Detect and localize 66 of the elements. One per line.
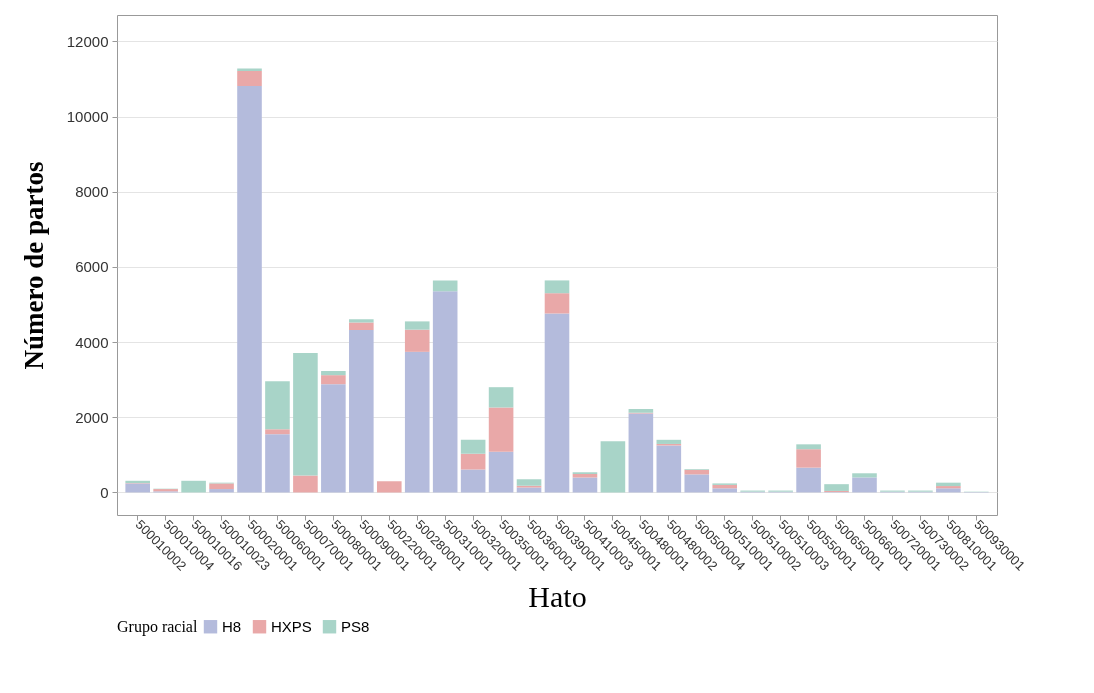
bar	[796, 449, 821, 468]
y-tick-label: 6000	[75, 258, 109, 276]
bar	[712, 484, 738, 489]
y-tick-label: 10000	[66, 108, 109, 125]
bar	[936, 486, 961, 489]
bar	[628, 413, 654, 493]
bar	[349, 319, 374, 323]
legend-title: Grupo racial	[117, 618, 198, 636]
bar	[432, 291, 458, 493]
bar	[936, 482, 961, 487]
bar	[712, 488, 738, 493]
bar	[209, 483, 234, 490]
y-tick-label: 0	[100, 483, 109, 501]
bar	[460, 453, 486, 470]
legend-label: HXPS	[271, 617, 312, 635]
y-tick-label: 4000	[75, 333, 109, 351]
bar	[125, 483, 150, 493]
bar	[544, 293, 570, 314]
y-tick-label: 2000	[75, 408, 109, 426]
x-axis-title: Hato	[528, 580, 587, 614]
bar	[404, 321, 430, 330]
bar	[572, 477, 598, 493]
bar	[684, 474, 710, 493]
bar	[237, 86, 262, 493]
legend-label: PS8	[341, 617, 370, 635]
bar	[488, 407, 514, 452]
bar	[321, 371, 346, 376]
bar	[656, 439, 682, 444]
y-tick-label: 12000	[66, 32, 109, 50]
bar	[852, 473, 877, 478]
bar	[321, 384, 346, 493]
bar	[488, 451, 514, 493]
bar	[209, 489, 234, 493]
bar	[684, 469, 710, 475]
bar	[265, 381, 290, 430]
bar	[600, 441, 626, 493]
bar	[852, 477, 877, 493]
bar	[544, 280, 570, 294]
bar	[293, 352, 318, 476]
bar	[796, 467, 821, 493]
bar	[349, 330, 374, 493]
bar	[488, 387, 514, 408]
bar	[237, 71, 262, 87]
bar	[656, 445, 682, 493]
bar	[544, 313, 570, 493]
bar	[265, 429, 290, 435]
bar	[404, 351, 430, 493]
bar	[516, 479, 542, 486]
bar	[936, 488, 961, 493]
bar	[796, 444, 821, 450]
y-axis-title: Número de partos	[18, 161, 49, 370]
bar	[349, 322, 374, 331]
bar	[265, 434, 290, 493]
bar	[181, 480, 206, 493]
bar	[321, 375, 346, 385]
bar	[460, 439, 486, 454]
bar	[824, 484, 849, 491]
bar	[460, 469, 486, 493]
bar	[432, 280, 458, 292]
bar	[237, 68, 262, 72]
bar	[376, 481, 402, 493]
bar	[628, 408, 654, 413]
legend-label: H8	[222, 617, 242, 635]
y-tick-label: 8000	[75, 183, 109, 201]
bar	[404, 329, 430, 352]
bar	[293, 475, 318, 493]
